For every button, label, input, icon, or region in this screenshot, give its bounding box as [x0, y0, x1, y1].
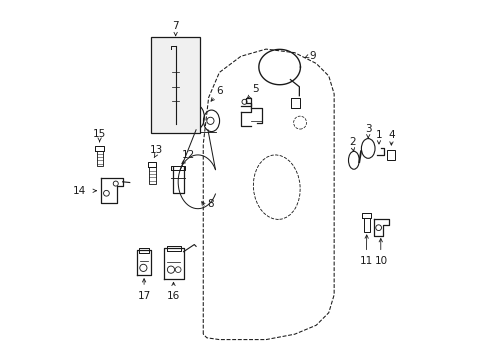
Text: 11: 11: [359, 256, 372, 266]
Text: 7: 7: [172, 21, 179, 31]
Text: 13: 13: [150, 145, 163, 155]
Bar: [363, 218, 369, 232]
Text: 1: 1: [375, 130, 382, 140]
Text: 16: 16: [166, 291, 180, 301]
Bar: [386, 149, 394, 160]
Bar: [97, 150, 103, 166]
Text: 8: 8: [207, 199, 213, 209]
Text: 4: 4: [387, 130, 394, 140]
Text: 17: 17: [137, 291, 150, 301]
Text: 12: 12: [182, 150, 195, 160]
Text: 14: 14: [73, 186, 86, 196]
Text: 9: 9: [308, 51, 315, 61]
Text: 5: 5: [251, 84, 258, 94]
Text: 15: 15: [93, 129, 106, 139]
Bar: [151, 37, 199, 134]
Text: 6: 6: [216, 86, 222, 96]
Text: 3: 3: [365, 124, 371, 134]
Bar: [149, 167, 155, 184]
Text: 2: 2: [348, 137, 355, 147]
Text: 10: 10: [374, 256, 387, 266]
